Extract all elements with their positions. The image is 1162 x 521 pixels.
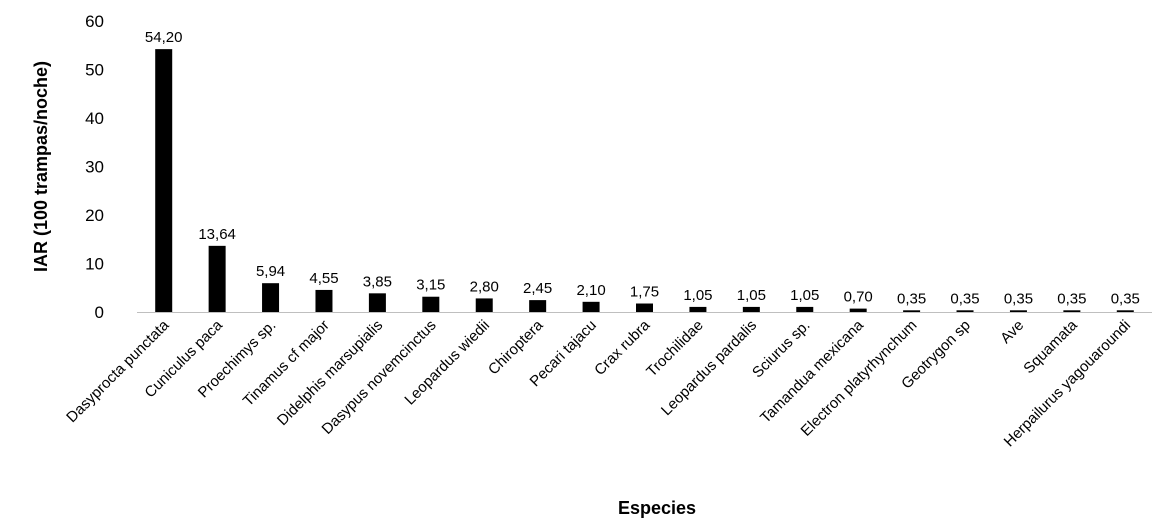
data-label: 0,35 — [1111, 290, 1140, 307]
category-label: Dasyprocta punctata — [63, 316, 173, 426]
bar — [636, 303, 653, 312]
data-label: 1,05 — [737, 287, 766, 304]
data-label: 0,35 — [1004, 290, 1033, 307]
bar — [315, 289, 333, 312]
bar — [368, 293, 386, 312]
category-label: Ave — [997, 317, 1027, 347]
bars — [155, 49, 1134, 312]
data-label: 1,05 — [683, 287, 712, 304]
data-label: 54,20 — [145, 29, 183, 46]
data-label: 1,75 — [630, 284, 659, 301]
y-tick-label: 50 — [85, 61, 104, 80]
data-label: 3,85 — [363, 273, 392, 290]
y-axis-title: IAR (100 trampas/noche) — [31, 61, 51, 272]
y-tick-label: 40 — [85, 109, 104, 128]
data-label: 0,70 — [844, 289, 873, 306]
data-label: 0,35 — [950, 290, 979, 307]
bar — [849, 308, 867, 312]
y-axis-ticks: 0 10 20 30 40 50 60 — [85, 12, 104, 322]
bar — [742, 306, 760, 312]
data-label: 4,55 — [309, 270, 338, 287]
bar — [1009, 310, 1027, 312]
bar — [422, 296, 440, 312]
category-label: Leopardus pardalis — [658, 317, 760, 419]
category-label: Tamandua mexicana — [757, 316, 867, 426]
data-label: 2,80 — [470, 278, 499, 295]
data-label: 1,05 — [790, 287, 819, 304]
bar — [155, 49, 173, 312]
data-label: 13,64 — [198, 226, 236, 243]
data-label: 0,35 — [897, 290, 926, 307]
data-label: 2,45 — [523, 280, 552, 297]
data-label: 5,94 — [256, 263, 285, 280]
y-tick-label: 60 — [85, 12, 104, 31]
y-tick-label: 30 — [85, 158, 104, 177]
y-tick-label: 10 — [85, 255, 104, 274]
bar — [1063, 310, 1081, 312]
data-label: 3,15 — [416, 277, 445, 294]
y-tick-label: 0 — [95, 303, 104, 322]
bar — [208, 245, 226, 312]
bar — [796, 306, 814, 312]
bar — [582, 301, 600, 312]
category-label: Didelphis marsupialis — [274, 317, 386, 429]
bar — [475, 298, 493, 312]
y-tick-label: 20 — [85, 206, 104, 225]
data-label: 2,10 — [576, 282, 605, 299]
data-labels: 54,20 13,64 5,94 4,55 3,85 3,15 2,80 2,45 2,10 1,… — [145, 29, 1140, 307]
bar — [689, 306, 707, 312]
bar — [956, 310, 974, 312]
bar — [903, 310, 921, 312]
bar — [529, 300, 547, 312]
x-axis-title: Especies — [618, 498, 696, 518]
bar — [262, 283, 280, 312]
data-label: 0,35 — [1057, 290, 1086, 307]
bar — [1116, 310, 1134, 312]
